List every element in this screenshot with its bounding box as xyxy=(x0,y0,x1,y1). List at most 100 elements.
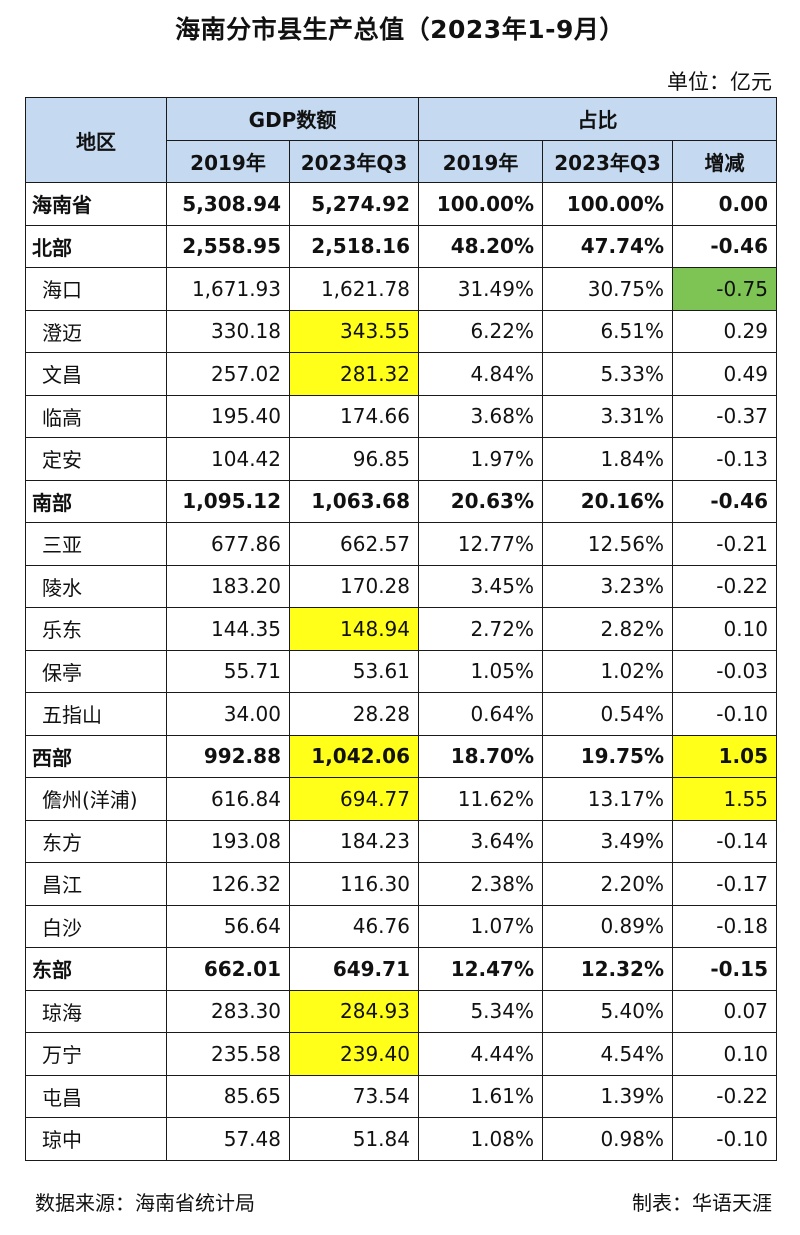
cell-gdp-2023q3: 53.61 xyxy=(289,649,419,693)
cell-share-2023q3: 1.84% xyxy=(542,437,673,481)
cell-gdp-2019: 992.88 xyxy=(166,734,290,778)
cell-share-2019: 1.05% xyxy=(418,649,543,693)
cell-gdp-2023q3: 284.93 xyxy=(289,989,419,1033)
source-note: 数据来源：海南省统计局 xyxy=(35,1191,255,1215)
cell-gdp-2023q3: 343.55 xyxy=(289,309,419,353)
cell-share-2019: 5.34% xyxy=(418,989,543,1033)
cell-gdp-2019: 283.30 xyxy=(166,989,290,1033)
cell-region: 屯昌 xyxy=(25,1074,167,1118)
cell-region: 北部 xyxy=(25,224,167,268)
header-share-2019: 2019年 xyxy=(418,139,543,183)
cell-gdp-2019: 616.84 xyxy=(166,777,290,821)
cell-gdp-2019: 34.00 xyxy=(166,692,290,736)
cell-region: 西部 xyxy=(25,734,167,778)
table-row: 澄迈 330.18 343.55 6.22% 6.51% 0.29 xyxy=(25,309,777,353)
cell-share-2023q3: 3.31% xyxy=(542,394,673,438)
cell-share-2019: 31.49% xyxy=(418,267,543,311)
cell-region: 琼中 xyxy=(25,1117,167,1161)
cell-share-2023q3: 1.39% xyxy=(542,1074,673,1118)
cell-share-2023q3: 2.20% xyxy=(542,862,673,906)
cell-change: -0.75 xyxy=(672,267,777,311)
table-row: 海南省 5,308.94 5,274.92 100.00% 100.00% 0.00 xyxy=(25,182,777,226)
cell-change: 0.07 xyxy=(672,989,777,1033)
table-row: 昌江 126.32 116.30 2.38% 2.20% -0.17 xyxy=(25,862,777,906)
table-row: 琼海 283.30 284.93 5.34% 5.40% 0.07 xyxy=(25,989,777,1033)
cell-gdp-2019: 193.08 xyxy=(166,819,290,863)
cell-share-2019: 6.22% xyxy=(418,309,543,353)
cell-gdp-2023q3: 694.77 xyxy=(289,777,419,821)
cell-region: 定安 xyxy=(25,437,167,481)
cell-region: 东方 xyxy=(25,819,167,863)
cell-gdp-2019: 183.20 xyxy=(166,564,290,608)
table-row: 定安 104.42 96.85 1.97% 1.84% -0.13 xyxy=(25,437,777,481)
cell-share-2023q3: 1.02% xyxy=(542,649,673,693)
cell-region: 保亭 xyxy=(25,649,167,693)
cell-gdp-2023q3: 5,274.92 xyxy=(289,182,419,226)
table-row: 琼中 57.48 51.84 1.08% 0.98% -0.10 xyxy=(25,1117,777,1161)
table-row: 文昌 257.02 281.32 4.84% 5.33% 0.49 xyxy=(25,352,777,396)
cell-gdp-2019: 330.18 xyxy=(166,309,290,353)
cell-change: 0.10 xyxy=(672,607,777,651)
cell-region: 澄迈 xyxy=(25,309,167,353)
cell-share-2019: 3.45% xyxy=(418,564,543,608)
header-gdp-group: GDP数额 xyxy=(166,97,419,141)
cell-share-2019: 1.61% xyxy=(418,1074,543,1118)
table-row: 海口 1,671.93 1,621.78 31.49% 30.75% -0.75 xyxy=(25,267,777,311)
cell-share-2023q3: 3.23% xyxy=(542,564,673,608)
cell-gdp-2019: 85.65 xyxy=(166,1074,290,1118)
cell-gdp-2023q3: 184.23 xyxy=(289,819,419,863)
cell-gdp-2023q3: 1,063.68 xyxy=(289,479,419,523)
cell-gdp-2023q3: 116.30 xyxy=(289,862,419,906)
cell-region: 海口 xyxy=(25,267,167,311)
cell-share-2023q3: 0.54% xyxy=(542,692,673,736)
cell-share-2023q3: 100.00% xyxy=(542,182,673,226)
cell-change: -0.10 xyxy=(672,1117,777,1161)
cell-share-2023q3: 2.82% xyxy=(542,607,673,651)
cell-change: -0.46 xyxy=(672,224,777,268)
cell-change: -0.03 xyxy=(672,649,777,693)
cell-share-2023q3: 12.32% xyxy=(542,947,673,991)
cell-share-2019: 12.47% xyxy=(418,947,543,991)
cell-share-2023q3: 0.89% xyxy=(542,904,673,948)
cell-share-2023q3: 47.74% xyxy=(542,224,673,268)
cell-gdp-2019: 104.42 xyxy=(166,437,290,481)
cell-region: 海南省 xyxy=(25,182,167,226)
table-row: 屯昌 85.65 73.54 1.61% 1.39% -0.22 xyxy=(25,1074,777,1118)
cell-gdp-2023q3: 28.28 xyxy=(289,692,419,736)
table-row: 东方 193.08 184.23 3.64% 3.49% -0.14 xyxy=(25,819,777,863)
cell-change: -0.21 xyxy=(672,522,777,566)
cell-gdp-2019: 662.01 xyxy=(166,947,290,991)
header-gdp-2023q3: 2023年Q3 xyxy=(289,139,419,183)
gdp-table: 地区 GDP数额 占比 2019年 2023年Q3 2019年 2023年Q3 … xyxy=(25,97,777,1161)
cell-share-2019: 0.64% xyxy=(418,692,543,736)
table-row: 三亚 677.86 662.57 12.77% 12.56% -0.21 xyxy=(25,522,777,566)
cell-share-2019: 48.20% xyxy=(418,224,543,268)
cell-gdp-2023q3: 281.32 xyxy=(289,352,419,396)
header-share-2023q3: 2023年Q3 xyxy=(542,139,673,183)
cell-gdp-2019: 56.64 xyxy=(166,904,290,948)
cell-gdp-2023q3: 46.76 xyxy=(289,904,419,948)
cell-change: -0.46 xyxy=(672,479,777,523)
cell-region: 乐东 xyxy=(25,607,167,651)
cell-gdp-2019: 1,095.12 xyxy=(166,479,290,523)
cell-share-2023q3: 6.51% xyxy=(542,309,673,353)
cell-region: 陵水 xyxy=(25,564,167,608)
cell-gdp-2019: 126.32 xyxy=(166,862,290,906)
cell-share-2019: 100.00% xyxy=(418,182,543,226)
cell-share-2019: 2.38% xyxy=(418,862,543,906)
cell-gdp-2019: 1,671.93 xyxy=(166,267,290,311)
cell-change: 1.55 xyxy=(672,777,777,821)
cell-share-2019: 20.63% xyxy=(418,479,543,523)
cell-gdp-2023q3: 96.85 xyxy=(289,437,419,481)
cell-change: -0.22 xyxy=(672,564,777,608)
cell-gdp-2023q3: 73.54 xyxy=(289,1074,419,1118)
cell-change: 0.29 xyxy=(672,309,777,353)
cell-change: -0.14 xyxy=(672,819,777,863)
cell-change: -0.22 xyxy=(672,1074,777,1118)
table-row: 万宁 235.58 239.40 4.44% 4.54% 0.10 xyxy=(25,1032,777,1076)
cell-change: -0.17 xyxy=(672,862,777,906)
cell-gdp-2019: 2,558.95 xyxy=(166,224,290,268)
cell-share-2019: 1.07% xyxy=(418,904,543,948)
unit-label: 单位：亿元 xyxy=(667,70,772,94)
table-row: 北部 2,558.95 2,518.16 48.20% 47.74% -0.46 xyxy=(25,224,777,268)
